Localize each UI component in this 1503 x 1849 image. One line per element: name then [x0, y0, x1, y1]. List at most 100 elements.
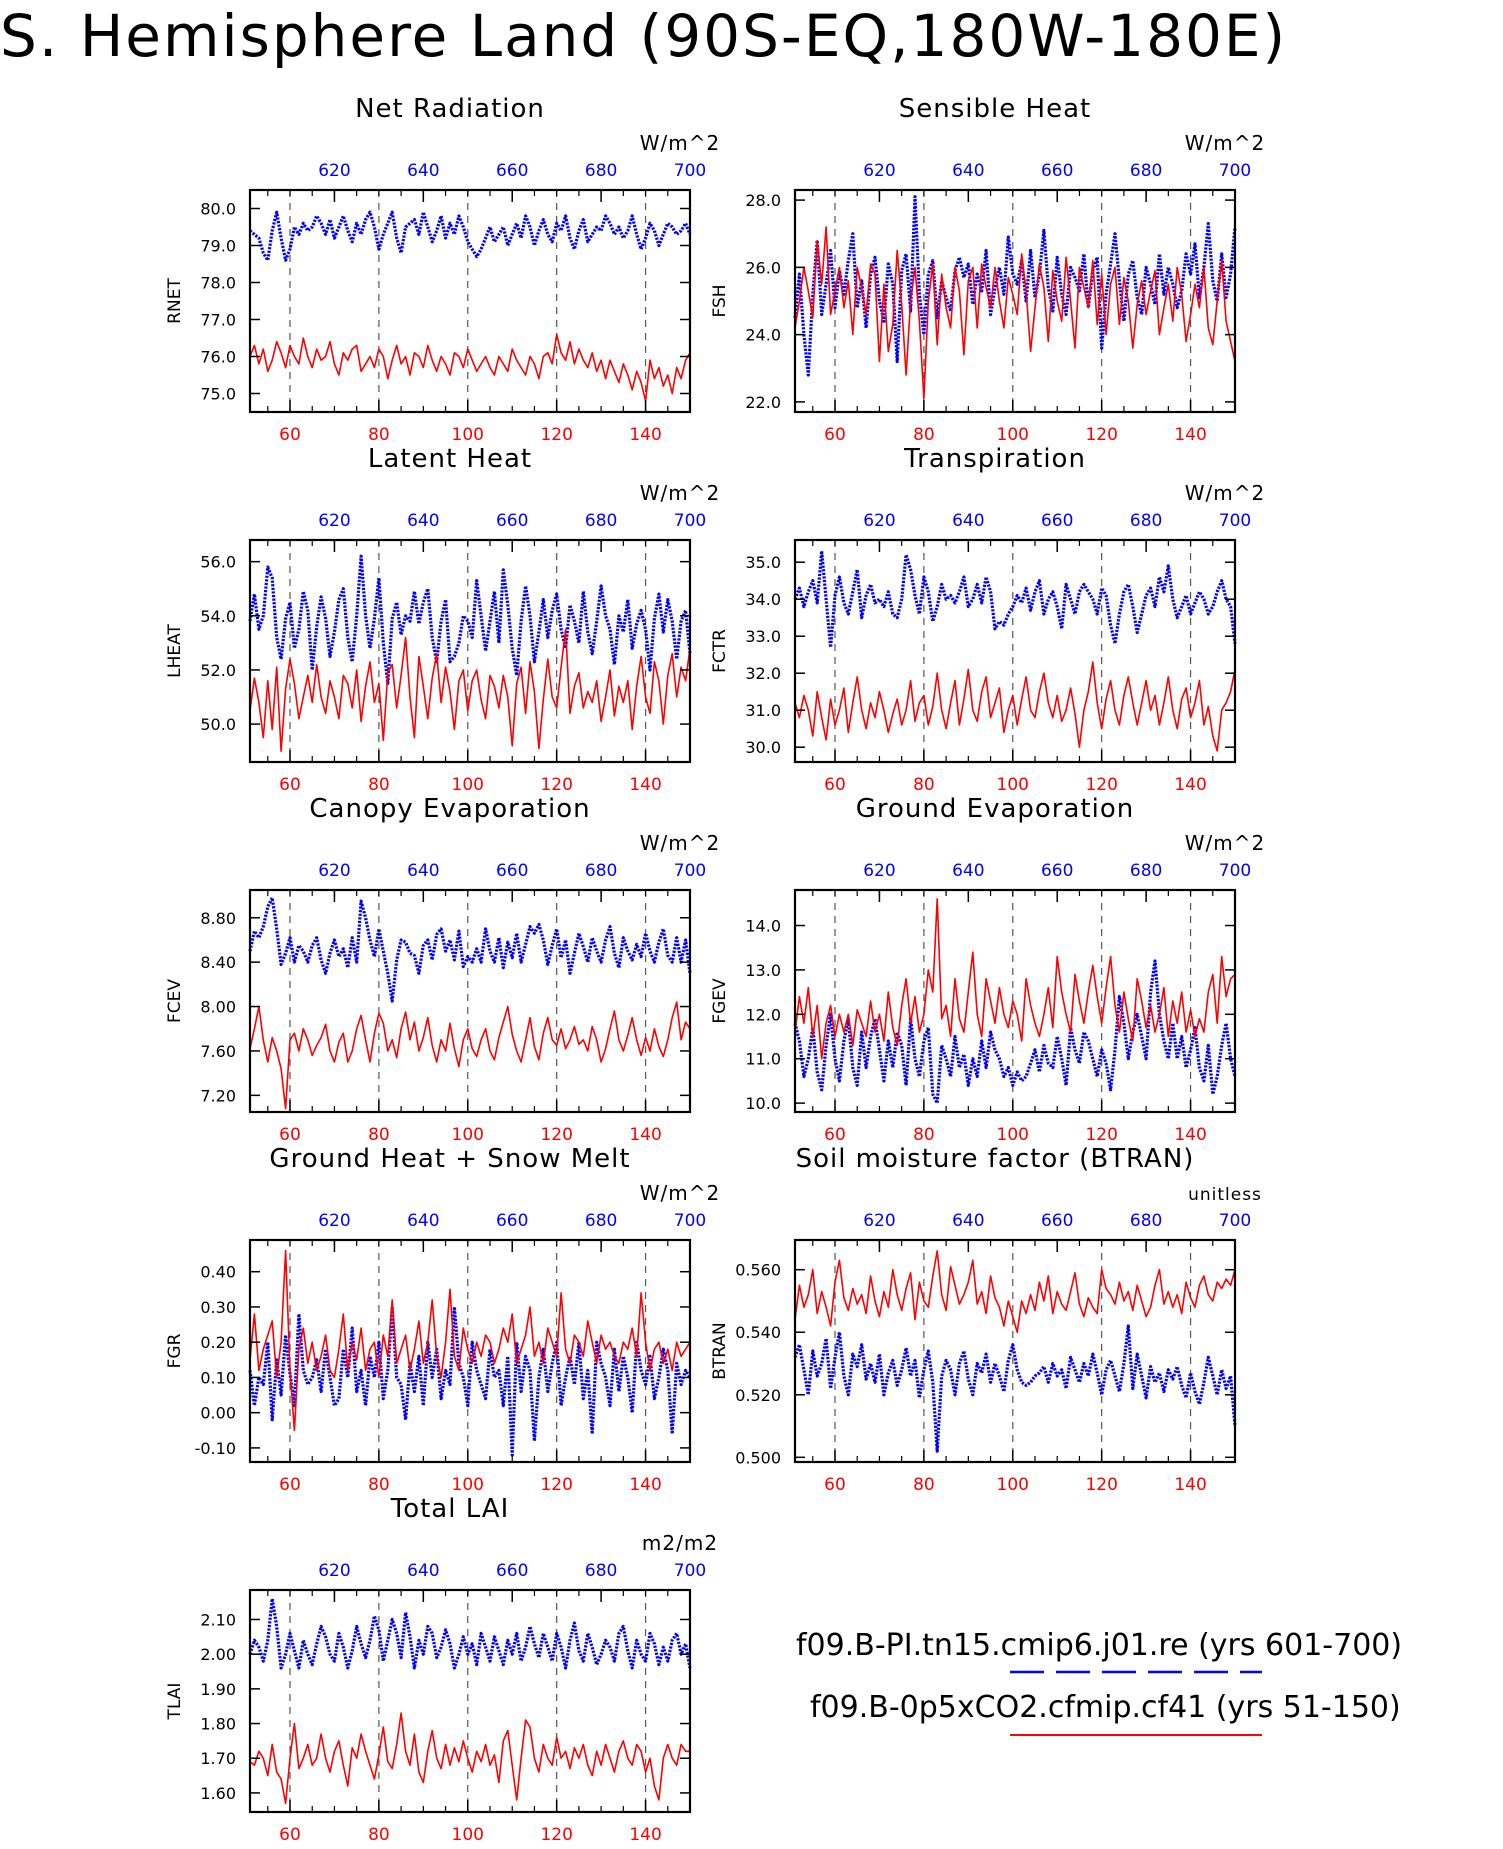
- units-label: W/m^2: [1185, 131, 1265, 155]
- panel-title: Net Radiation: [355, 94, 545, 124]
- series-line-case1: [793, 959, 1237, 1105]
- x-tick-label: 120: [1085, 1125, 1117, 1145]
- x-tick-label: 120: [540, 1125, 572, 1145]
- x-tick-label: 80: [368, 775, 390, 795]
- series-line-case1: [248, 896, 692, 1003]
- panel-1: Net Radiation W/m^2 RNET 75.0 76.0 77.0 78.0 79…: [165, 94, 720, 445]
- plot-frame: [248, 888, 692, 1114]
- x-tick-label: 100: [452, 1825, 484, 1845]
- y-tick-label: 22.0: [745, 393, 781, 412]
- panel-9: Total LAI m2/m2 TLAI 1.60 1.70 1.80 1.90 2.00 2.…: [165, 1494, 717, 1845]
- panel-4: Transpiration W/m^2 FCTR 30.0 31.0 32.0 33.0 34…: [710, 444, 1264, 795]
- x-top-tick-label: 660: [1041, 1211, 1073, 1231]
- x-top-tick-label: 660: [496, 511, 528, 531]
- x-tick-label: 140: [629, 1825, 661, 1845]
- x-top-tick-label: 620: [863, 861, 895, 881]
- y-tick-label: 80.0: [200, 200, 236, 219]
- plot-frame: [793, 1238, 1237, 1464]
- series-line-case2: [249, 333, 691, 402]
- y-tick-label: 52.0: [200, 661, 236, 680]
- x-top-tick-label: 680: [1130, 861, 1162, 881]
- units-label: W/m^2: [640, 481, 720, 505]
- x-tick-label: 120: [540, 1825, 572, 1845]
- x-top-tick-label: 700: [1219, 861, 1251, 881]
- y-axis-label: RNET: [165, 278, 185, 324]
- x-tick-label: 80: [368, 425, 390, 445]
- x-tick-label: 100: [452, 775, 484, 795]
- y-tick-label: 76.0: [200, 348, 236, 367]
- x-top-tick-label: 640: [952, 161, 984, 181]
- plot-frame: [248, 1588, 692, 1814]
- y-axis-label: FGEV: [710, 978, 730, 1024]
- y-tick-label: 35.0: [745, 553, 781, 572]
- series-line-case2: [794, 898, 1236, 1060]
- y-tick-label: 1.80: [200, 1715, 236, 1734]
- x-tick-label: 60: [279, 1825, 301, 1845]
- units-label: W/m^2: [640, 1181, 720, 1205]
- x-tick-label: 60: [824, 1125, 846, 1145]
- x-tick-label: 80: [368, 1125, 390, 1145]
- series-line-case1: [793, 549, 1237, 649]
- x-tick-label: 100: [452, 1475, 484, 1495]
- y-tick-label: 1.90: [200, 1680, 236, 1699]
- x-tick-label: 120: [540, 425, 572, 445]
- x-top-tick-label: 620: [318, 161, 350, 181]
- x-top-tick-label: 640: [952, 861, 984, 881]
- y-tick-label: 0.40: [200, 1263, 236, 1282]
- y-tick-label: 78.0: [200, 274, 236, 293]
- x-tick-label: 60: [824, 775, 846, 795]
- units-label: W/m^2: [640, 131, 720, 155]
- x-top-tick-label: 640: [407, 511, 439, 531]
- x-tick-label: 80: [368, 1475, 390, 1495]
- y-tick-label: 32.0: [745, 664, 781, 683]
- x-top-tick-label: 660: [1041, 861, 1073, 881]
- y-tick-label: 7.20: [200, 1086, 236, 1105]
- y-tick-label: 1.60: [200, 1784, 236, 1803]
- series-line-case1: [248, 210, 692, 262]
- x-tick-label: 80: [368, 1825, 390, 1845]
- x-tick-label: 80: [913, 425, 935, 445]
- units-label: W/m^2: [640, 831, 720, 855]
- x-tick-label: 100: [452, 425, 484, 445]
- x-top-tick-label: 660: [496, 861, 528, 881]
- y-tick-label: 11.0: [745, 1050, 781, 1069]
- x-tick-label: 120: [1085, 775, 1117, 795]
- legend-label-case2: f09.B-0p5xCO2.cfmip.cf41 (yrs 51-150): [810, 1690, 1401, 1725]
- y-tick-label: 79.0: [200, 237, 236, 256]
- x-top-tick-label: 660: [1041, 161, 1073, 181]
- x-top-tick-label: 680: [585, 1211, 617, 1231]
- y-tick-label: 8.00: [200, 998, 236, 1017]
- y-axis-label: TLAI: [165, 1683, 185, 1721]
- panel-title: Sensible Heat: [899, 94, 1091, 124]
- plot-frame: [248, 188, 692, 414]
- y-tick-label: 75.0: [200, 385, 236, 404]
- y-tick-label: 8.80: [200, 909, 236, 928]
- y-tick-label: 7.60: [200, 1042, 236, 1061]
- panel-3: Latent Heat W/m^2 LHEAT 50.0 52.0 54.0 56.0 60 8…: [165, 444, 720, 795]
- x-top-tick-label: 620: [318, 1211, 350, 1231]
- x-top-tick-label: 700: [1219, 161, 1251, 181]
- y-axis-label: LHEAT: [165, 624, 185, 678]
- y-tick-label: 2.10: [200, 1610, 236, 1629]
- panel-title: Soil moisture factor (BTRAN): [796, 1144, 1195, 1174]
- y-tick-label: 0.520: [735, 1386, 781, 1405]
- x-tick-label: 140: [1174, 1125, 1206, 1145]
- series-line-case2: [249, 1001, 691, 1110]
- y-tick-label: 50.0: [200, 715, 236, 734]
- y-axis-label: BTRAN: [710, 1322, 730, 1380]
- x-top-tick-label: 620: [318, 861, 350, 881]
- series-line-case2: [794, 226, 1236, 400]
- x-tick-label: 100: [452, 1125, 484, 1145]
- y-tick-label: 56.0: [200, 553, 236, 572]
- series-line-case2: [794, 661, 1236, 752]
- y-tick-label: 0.10: [200, 1368, 236, 1387]
- units-label: W/m^2: [1185, 831, 1265, 855]
- y-tick-label: 0.560: [735, 1261, 781, 1280]
- series-line-case2: [249, 1712, 690, 1805]
- y-tick-label: 14.0: [745, 917, 781, 936]
- x-tick-label: 60: [279, 425, 301, 445]
- units-label: unitless: [1188, 1185, 1262, 1205]
- y-tick-label: 54.0: [200, 607, 236, 626]
- x-top-tick-label: 700: [674, 861, 706, 881]
- panel-title: Transpiration: [903, 444, 1086, 474]
